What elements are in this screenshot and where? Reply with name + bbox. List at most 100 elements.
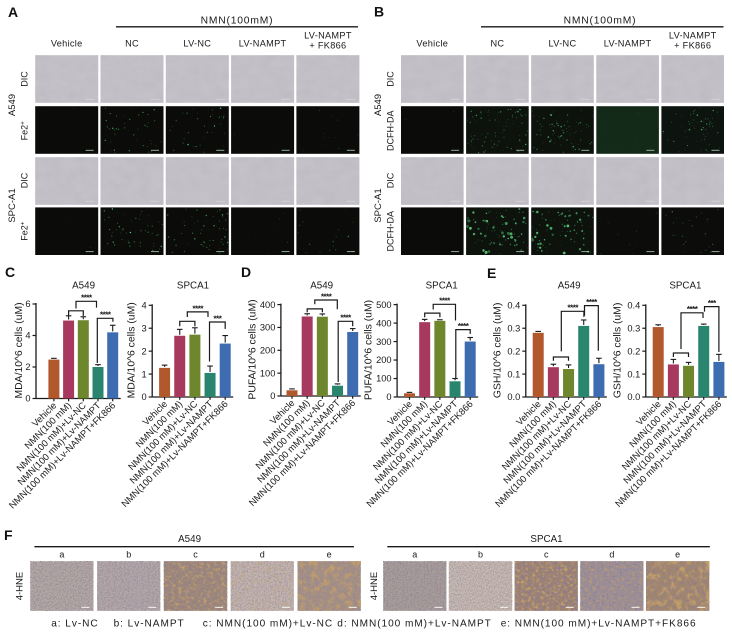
svg-text:****: **** xyxy=(81,293,93,303)
svg-text:0.0: 0.0 xyxy=(627,392,640,402)
svg-text:NC: NC xyxy=(490,39,504,49)
svg-text:SPC-A1: SPC-A1 xyxy=(373,188,384,222)
svg-text:4-HNE: 4-HNE xyxy=(15,572,26,601)
svg-text:DCFH-DA: DCFH-DA xyxy=(386,111,396,152)
svg-text:A549: A549 xyxy=(373,94,384,116)
svg-text:d: NMN(100 mM)+Lv-NAMPT: d: NMN(100 mM)+Lv-NAMPT xyxy=(337,619,492,630)
svg-text:LV-NAMPT: LV-NAMPT xyxy=(239,39,287,49)
svg-text:+ FK866: + FK866 xyxy=(674,41,711,51)
svg-text:e: e xyxy=(327,550,332,560)
svg-text:100: 100 xyxy=(260,368,276,378)
svg-text:DIC: DIC xyxy=(386,71,396,87)
svg-text:2: 2 xyxy=(25,362,30,372)
svg-text:a: Lv-NC: a: Lv-NC xyxy=(51,619,98,630)
svg-text:DCFH-DA: DCFH-DA xyxy=(386,211,396,252)
svg-text:DIC: DIC xyxy=(386,172,396,188)
svg-text:0.2: 0.2 xyxy=(507,346,520,356)
svg-text:1: 1 xyxy=(142,369,147,379)
svg-text:Vehicle: Vehicle xyxy=(51,39,83,49)
svg-text:d: d xyxy=(260,550,265,560)
svg-text:Vehicle: Vehicle xyxy=(416,39,448,49)
svg-text:****: **** xyxy=(687,304,699,314)
svg-text:c: NMN(100 mM)+Lv-NC: c: NMN(100 mM)+Lv-NC xyxy=(203,619,333,630)
svg-text:b: b xyxy=(478,550,483,560)
svg-text:A549: A549 xyxy=(178,534,201,545)
svg-text:0.3: 0.3 xyxy=(507,323,520,333)
svg-text:A: A xyxy=(8,4,18,20)
svg-text:b: Lv-NAMPT: b: Lv-NAMPT xyxy=(114,619,185,630)
svg-text:2: 2 xyxy=(142,346,147,356)
svg-text:100: 100 xyxy=(376,374,392,384)
svg-text:GSH/10^6 cells (uM): GSH/10^6 cells (uM) xyxy=(492,303,503,399)
svg-text:d: d xyxy=(609,550,614,560)
svg-text:Fe2+: Fe2+ xyxy=(20,121,30,141)
svg-text:e: NMN(100 mM)+Lv-NAMPT+FK866: e: NMN(100 mM)+Lv-NAMPT+FK866 xyxy=(501,619,697,630)
svg-text:e: e xyxy=(675,550,680,560)
svg-text:SPCA1: SPCA1 xyxy=(530,534,562,545)
svg-text:3: 3 xyxy=(142,323,147,333)
svg-text:SPCA1: SPCA1 xyxy=(426,281,458,292)
svg-text:A549: A549 xyxy=(7,94,18,116)
svg-text:4-HNE: 4-HNE xyxy=(369,572,380,601)
svg-text:0: 0 xyxy=(25,394,30,404)
svg-text:SPC-A1: SPC-A1 xyxy=(7,188,18,222)
svg-text:MDA/10^6 cells (uM): MDA/10^6 cells (uM) xyxy=(14,302,25,398)
svg-text:Fe2+: Fe2+ xyxy=(20,221,30,241)
svg-text:****: **** xyxy=(192,303,204,313)
svg-text:400: 400 xyxy=(376,318,392,328)
svg-text:200: 200 xyxy=(260,346,276,356)
svg-text:0.4: 0.4 xyxy=(507,301,520,311)
svg-text:DIC: DIC xyxy=(20,71,30,87)
svg-text:E: E xyxy=(487,265,496,281)
svg-text:****: **** xyxy=(340,313,352,323)
svg-text:LV-NC: LV-NC xyxy=(183,39,211,49)
svg-text:LV-NAMPT: LV-NAMPT xyxy=(669,31,717,41)
svg-text:****: **** xyxy=(321,291,333,301)
svg-text:B: B xyxy=(374,4,384,20)
svg-text:500: 500 xyxy=(376,300,392,310)
svg-text:NC: NC xyxy=(125,39,139,49)
svg-text:NMN(100mM): NMN(100mM) xyxy=(201,16,274,27)
svg-text:MDA/10^6 cells (uM): MDA/10^6 cells (uM) xyxy=(126,302,137,398)
svg-text:0.1: 0.1 xyxy=(627,369,640,379)
svg-text:DIC: DIC xyxy=(20,172,30,188)
svg-text:LV-NAMPT: LV-NAMPT xyxy=(604,39,652,49)
svg-text:400: 400 xyxy=(260,300,276,310)
svg-text:a: a xyxy=(412,550,417,560)
svg-text:0: 0 xyxy=(386,392,391,402)
svg-text:LV-NC: LV-NC xyxy=(549,39,577,49)
svg-text:0.1: 0.1 xyxy=(507,369,520,379)
svg-text:****: **** xyxy=(567,303,579,313)
svg-text:PUFA/10^6 cells (uM): PUFA/10^6 cells (uM) xyxy=(248,299,259,399)
svg-text:PUFA/10^6 cells (uM): PUFA/10^6 cells (uM) xyxy=(364,300,375,400)
svg-text:0.0: 0.0 xyxy=(507,392,520,402)
svg-text:c: c xyxy=(544,550,549,560)
svg-text:300: 300 xyxy=(260,323,276,333)
svg-text:0.4: 0.4 xyxy=(627,301,640,311)
svg-text:F: F xyxy=(4,527,13,543)
svg-text:****: **** xyxy=(458,321,470,331)
svg-text:+ FK866: + FK866 xyxy=(309,41,346,51)
svg-text:A549: A549 xyxy=(72,281,95,292)
svg-text:0.2: 0.2 xyxy=(627,346,640,356)
svg-text:****: **** xyxy=(586,297,598,307)
svg-text:***: *** xyxy=(213,313,222,323)
svg-text:b: b xyxy=(126,550,131,560)
svg-text:0.3: 0.3 xyxy=(627,323,640,333)
svg-text:D: D xyxy=(241,264,251,280)
svg-text:200: 200 xyxy=(376,355,392,365)
svg-text:GSH/10^6 cells (uM): GSH/10^6 cells (uM) xyxy=(613,303,624,399)
svg-text:4: 4 xyxy=(142,301,147,311)
svg-text:NMN(100mM): NMN(100mM) xyxy=(564,16,637,27)
svg-text:300: 300 xyxy=(376,337,392,347)
svg-text:c: c xyxy=(193,550,198,560)
svg-text:4: 4 xyxy=(25,331,30,341)
svg-text:LV-NAMPT: LV-NAMPT xyxy=(304,31,352,41)
svg-text:A549: A549 xyxy=(310,281,333,292)
svg-text:SPCA1: SPCA1 xyxy=(177,281,209,292)
svg-text:***: *** xyxy=(708,298,717,308)
svg-text:a: a xyxy=(59,550,64,560)
svg-text:A549: A549 xyxy=(558,281,581,292)
svg-text:****: **** xyxy=(100,310,112,320)
svg-text:C: C xyxy=(5,264,15,280)
